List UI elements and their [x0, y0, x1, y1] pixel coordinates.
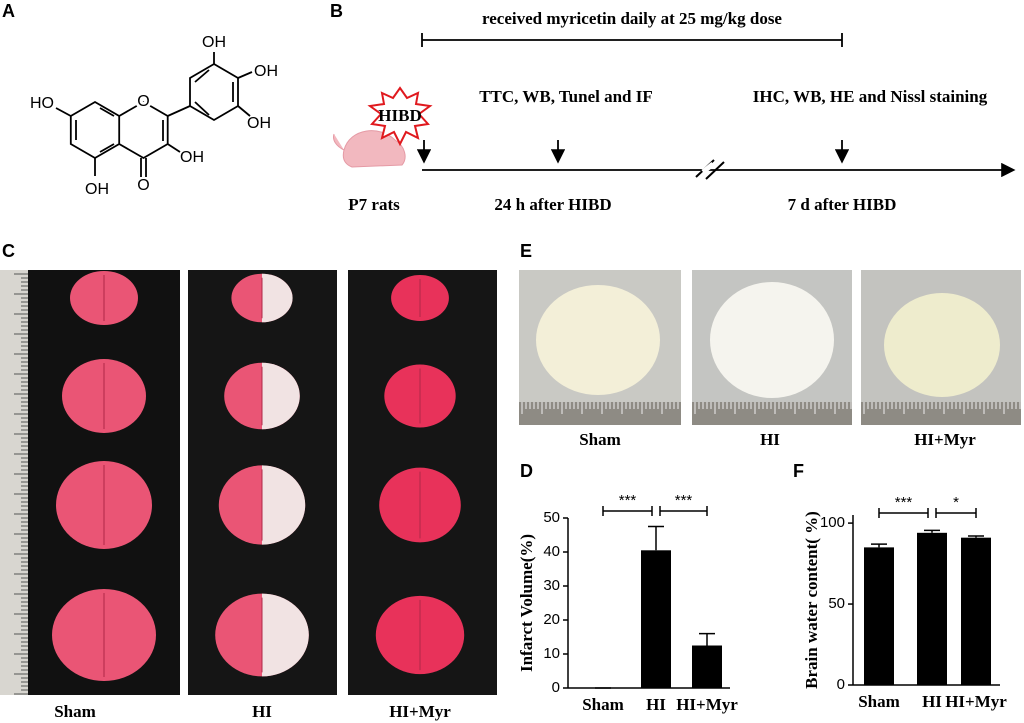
- x-tick-label: HI+Myr: [676, 695, 738, 714]
- infarct-area: [262, 362, 300, 430]
- infarct-area: [262, 465, 306, 545]
- rat-icon: [333, 130, 406, 168]
- atom-label: O: [137, 177, 149, 194]
- group-label: Sham: [54, 702, 96, 721]
- significance-label: ***: [675, 492, 693, 509]
- group-label: HI: [252, 702, 272, 721]
- significance-label: ***: [619, 492, 637, 509]
- y-tick-label: 0: [552, 679, 560, 696]
- atom-label: OH: [254, 63, 278, 80]
- y-axis-label: Brain water content( %): [802, 511, 821, 689]
- atom-label: OH: [202, 34, 226, 51]
- error-bar: [968, 535, 984, 538]
- bar: [917, 532, 947, 685]
- significance-label: ***: [895, 494, 913, 511]
- y-tick-label: 30: [543, 577, 560, 594]
- y-tick-label: 50: [543, 509, 560, 526]
- chemical-structure: [55, 52, 253, 177]
- y-tick-label: 50: [828, 595, 845, 612]
- error-bar: [924, 529, 940, 533]
- atom-label: OH: [85, 181, 109, 198]
- bar: [864, 547, 894, 685]
- atom-label: HO: [30, 95, 54, 112]
- error-bar: [871, 543, 887, 548]
- dose-text: received myricetin daily at 25 mg/kg dos…: [482, 9, 782, 28]
- panel-label: B: [330, 1, 343, 21]
- significance-bracket: [659, 506, 708, 516]
- timeline: [416, 33, 1016, 180]
- y-axis-label: Infarct Volume(%): [517, 534, 536, 672]
- panel-label: F: [793, 461, 804, 481]
- x-tick-label: HI: [646, 695, 666, 714]
- time-label: 7 d after HIBD: [788, 195, 897, 214]
- group-label: HI+Myr: [914, 430, 976, 449]
- x-tick-label: HI+Myr: [945, 692, 1007, 711]
- infarct-area: [262, 273, 293, 323]
- significance-bracket: [935, 508, 977, 518]
- error-bar: [699, 632, 715, 646]
- atom-label: OH: [180, 149, 204, 166]
- x-tick-label: Sham: [582, 695, 624, 714]
- y-tick-label: 20: [543, 611, 560, 628]
- time-label: 24 h after HIBD: [494, 195, 611, 214]
- y-tick-label: 0: [837, 676, 845, 693]
- subject-label: P7 rats: [348, 195, 400, 214]
- error-bar: [648, 525, 664, 551]
- significance-label: *: [953, 494, 959, 511]
- assay-label: TTC, WB, Tunel and IF: [479, 87, 653, 106]
- bar: [692, 645, 722, 688]
- x-tick-label: HI: [922, 692, 942, 711]
- bar: [641, 550, 671, 688]
- panel-label: E: [520, 241, 532, 261]
- panel-label: C: [2, 241, 15, 261]
- atom-label: OH: [247, 115, 271, 132]
- group-label: Sham: [579, 430, 621, 449]
- significance-bracket: [602, 506, 653, 516]
- significance-bracket: [878, 508, 929, 518]
- x-tick-label: Sham: [858, 692, 900, 711]
- injury-burst: [367, 86, 433, 147]
- y-tick-label: 100: [820, 514, 845, 531]
- assay-label: IHC, WB, HE and Nissl staining: [753, 87, 988, 106]
- injury-label: HIBD: [378, 106, 421, 125]
- panel-label: D: [520, 461, 533, 481]
- bar: [961, 537, 991, 685]
- panel-label: A: [2, 1, 15, 21]
- group-label: HI: [760, 430, 780, 449]
- y-tick-label: 40: [543, 543, 560, 560]
- y-tick-label: 10: [543, 645, 560, 662]
- group-label: HI+Myr: [389, 702, 451, 721]
- infarct-area: [262, 593, 309, 677]
- brain-photos: [519, 270, 1021, 425]
- ttc-photos: [0, 270, 497, 695]
- atom-label: O: [137, 93, 149, 110]
